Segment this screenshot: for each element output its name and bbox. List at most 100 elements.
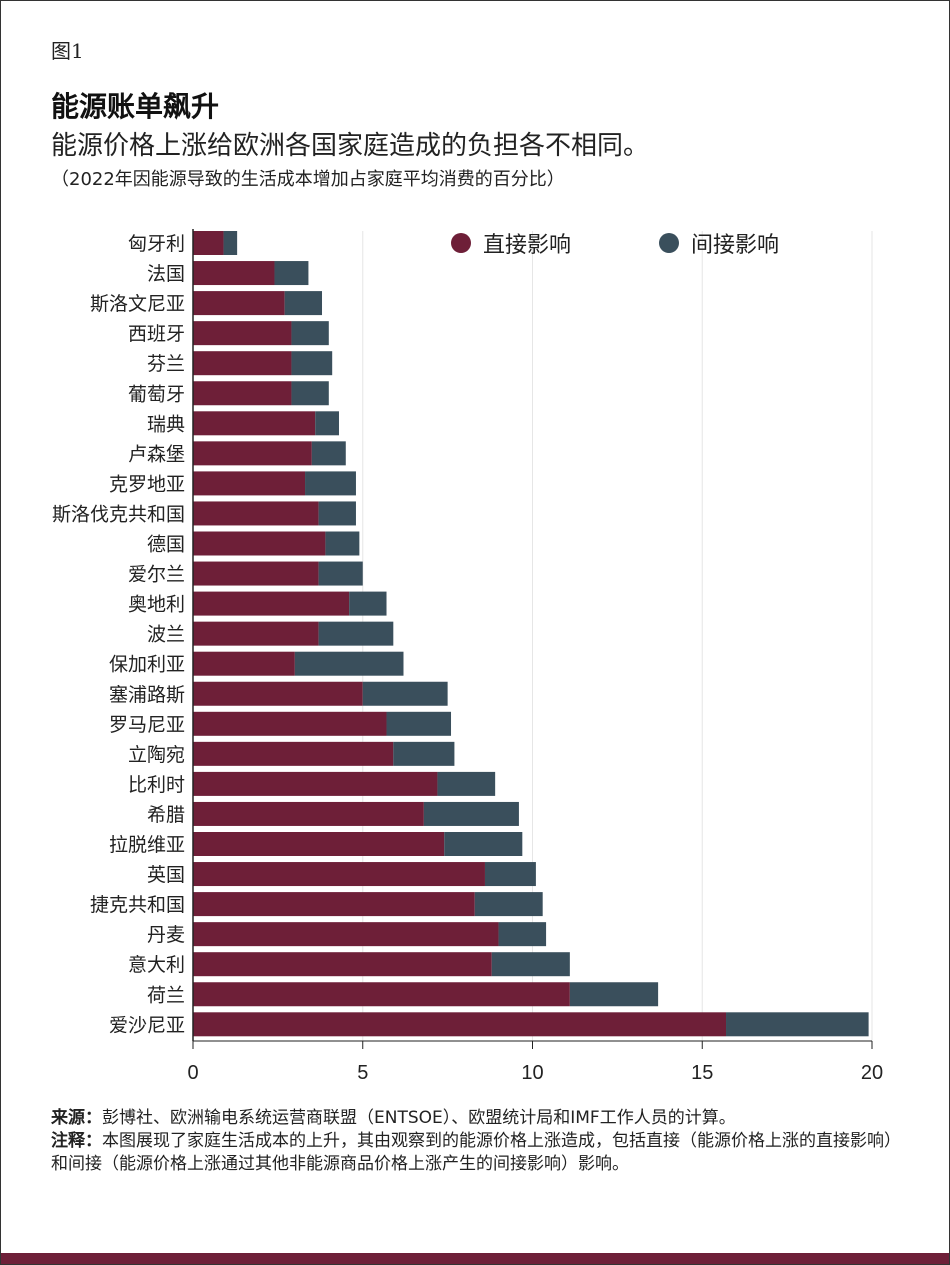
source-text: 彭博社、欧洲输电系统运营商联盟（ENTSOE）、欧盟统计局和IMF工作人员的计算… <box>102 1108 736 1128</box>
indirect-bar <box>291 381 329 406</box>
x-tick-label: 10 <box>521 1062 543 1084</box>
legend-label: 直接影响 <box>483 233 571 258</box>
direct-bar <box>193 952 492 977</box>
x-tick-label: 15 <box>691 1062 713 1084</box>
indirect-bar <box>491 952 570 977</box>
direct-bar <box>193 591 350 616</box>
chart-title: 能源账单飙升 <box>51 90 220 123</box>
indirect-bar <box>274 261 309 286</box>
category-label: 德国 <box>147 534 185 556</box>
direct-bar <box>193 351 292 376</box>
indirect-bar <box>362 681 448 706</box>
indirect-bar <box>318 621 394 646</box>
direct-bar <box>193 501 319 526</box>
legend-marker <box>451 233 471 253</box>
chart-subtitle: 能源价格上涨给欧洲各国家庭造成的负担各不相同。 <box>51 131 650 161</box>
note-text: 本图展现了家庭生活成本的上升，其由观察到的能源价格上涨造成，包括直接（能源价格上… <box>51 1131 901 1174</box>
category-label: 比利时 <box>128 774 185 796</box>
indirect-bar <box>444 832 523 856</box>
indirect-bar <box>325 531 360 556</box>
direct-bar <box>193 1012 727 1037</box>
category-label: 拉脱维亚 <box>109 834 185 856</box>
note-label: 注释： <box>51 1131 102 1151</box>
indirect-bar <box>315 411 339 436</box>
direct-bar <box>193 441 312 466</box>
category-label: 荷兰 <box>147 984 185 1006</box>
category-label: 塞浦路斯 <box>109 684 185 706</box>
category-label: 英国 <box>147 864 185 886</box>
direct-bar <box>193 621 319 646</box>
category-label: 爱尔兰 <box>128 564 185 586</box>
direct-bar <box>193 771 438 796</box>
direct-bar <box>193 681 363 706</box>
category-label: 斯洛伐克共和国 <box>52 503 185 525</box>
indirect-bar <box>318 561 363 586</box>
notes: 注释：本图展现了家庭生活成本的上升，其由观察到的能源价格上涨造成，包括直接（能源… <box>51 1130 901 1176</box>
direct-bar <box>193 231 224 255</box>
category-label: 斯洛文尼亚 <box>90 293 185 315</box>
unit-note: （2022年因能源导致的生活成本增加占家庭平均消费的百分比） <box>51 169 565 190</box>
direct-bar <box>193 411 316 436</box>
legend-label: 间接影响 <box>691 233 779 258</box>
category-label: 意大利 <box>128 954 185 976</box>
indirect-bar <box>291 351 333 376</box>
indirect-bar <box>569 982 659 1007</box>
source-note: 来源：彭博社、欧洲输电系统运营商联盟（ENTSOE）、欧盟统计局和IMF工作人员… <box>51 1107 901 1130</box>
category-label: 匈牙利 <box>128 233 185 255</box>
indirect-bar <box>294 651 404 676</box>
footer: 来源：彭博社、欧洲输电系统运营商联盟（ENTSOE）、欧盟统计局和IMF工作人员… <box>51 1107 901 1176</box>
category-label: 葡萄牙 <box>128 383 185 405</box>
indirect-bar <box>311 441 346 466</box>
indirect-bar <box>386 711 452 736</box>
indirect-bar <box>291 321 329 346</box>
indirect-bar <box>393 741 455 766</box>
direct-bar <box>193 741 394 766</box>
x-tick-label: 5 <box>357 1062 368 1084</box>
direct-bar <box>193 471 306 496</box>
direct-bar <box>193 982 570 1007</box>
direct-bar <box>193 801 424 826</box>
figure-label: 图1 <box>51 39 84 63</box>
direct-bar <box>193 291 285 316</box>
indirect-bar <box>498 922 547 947</box>
category-label: 瑞典 <box>147 413 185 435</box>
category-label: 芬兰 <box>147 353 185 375</box>
x-tick-label: 0 <box>187 1062 198 1084</box>
legend-marker <box>659 233 679 253</box>
indirect-bar <box>305 471 356 496</box>
indirect-bar <box>223 231 238 255</box>
direct-bar <box>193 651 295 676</box>
category-label: 卢森堡 <box>128 443 185 465</box>
direct-bar <box>193 381 292 406</box>
category-label: 波兰 <box>147 624 185 646</box>
bottom-accent-bar <box>1 1253 949 1264</box>
category-label: 罗马尼亚 <box>109 714 185 736</box>
category-label: 立陶宛 <box>128 744 185 766</box>
source-label: 来源： <box>51 1108 102 1128</box>
category-label: 法国 <box>147 263 185 285</box>
direct-bar <box>193 561 319 586</box>
indirect-bar <box>726 1012 869 1037</box>
direct-bar <box>193 321 292 346</box>
direct-bar <box>193 261 275 286</box>
category-label: 保加利亚 <box>109 654 185 676</box>
category-label: 奥地利 <box>128 594 185 616</box>
direct-bar <box>193 922 499 947</box>
stacked-bar-chart: 0 5 10 15 20 匈牙利法国斯洛文尼亚西班牙芬兰葡萄牙瑞典卢森堡克罗地亚斯洛伐克共… <box>52 229 883 1084</box>
indirect-bar <box>474 892 543 917</box>
direct-bar <box>193 711 387 736</box>
indirect-bar <box>318 501 356 526</box>
category-label: 克罗地亚 <box>109 473 185 495</box>
category-label: 捷克共和国 <box>90 894 185 916</box>
category-label: 爱沙尼亚 <box>109 1014 185 1036</box>
direct-bar <box>193 531 326 556</box>
indirect-bar <box>349 591 387 616</box>
indirect-bar <box>437 771 496 796</box>
indirect-bar <box>484 862 536 887</box>
category-label: 西班牙 <box>128 323 185 345</box>
indirect-bar <box>284 291 323 316</box>
category-label: 希腊 <box>147 804 185 826</box>
direct-bar <box>193 892 475 917</box>
direct-bar <box>193 832 445 856</box>
